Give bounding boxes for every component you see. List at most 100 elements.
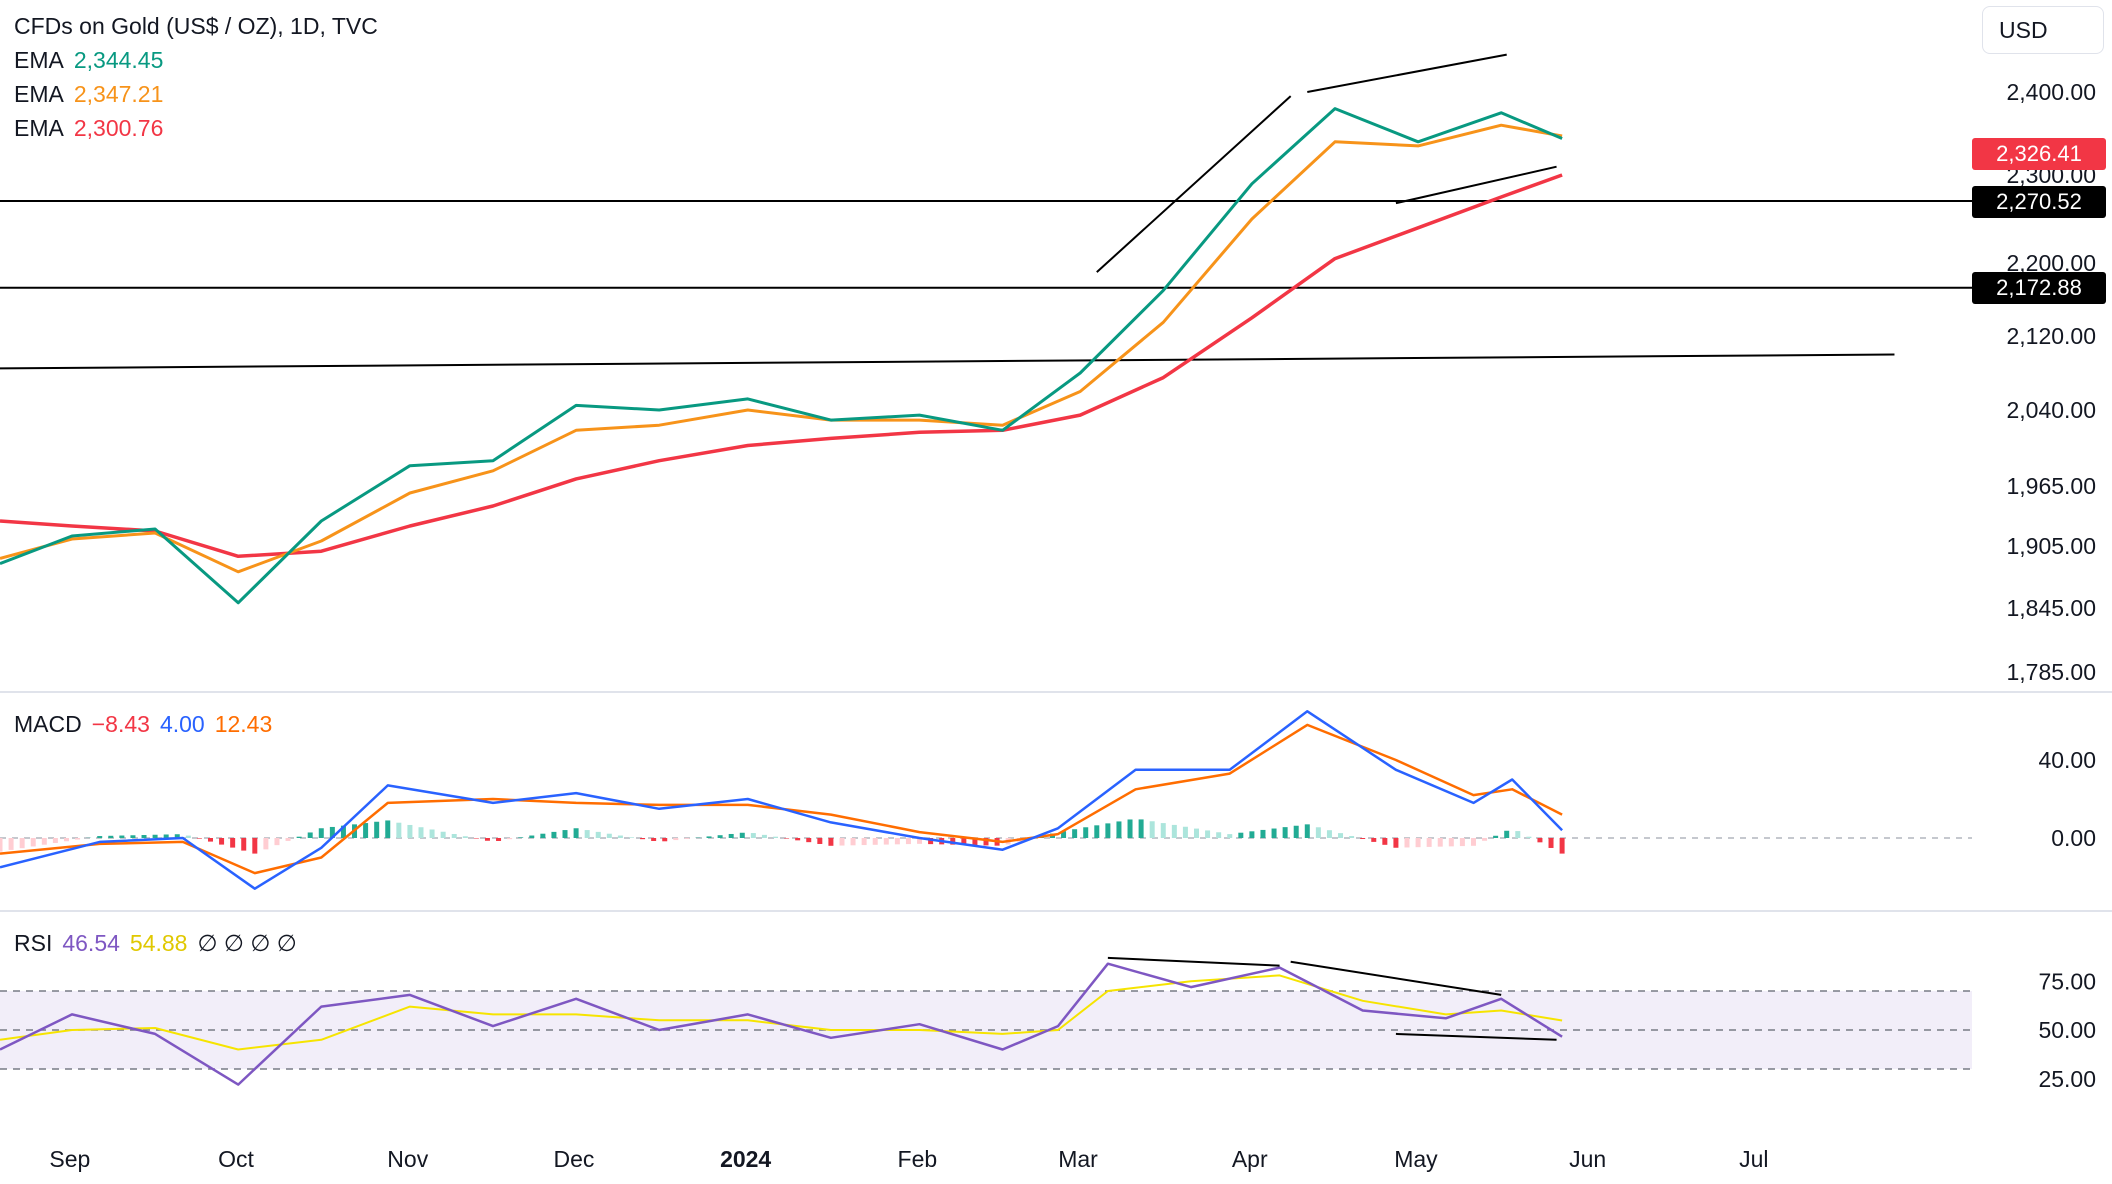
macd-histogram-bar: [451, 833, 457, 838]
rsi-trendline: [1395, 1032, 1557, 1041]
macd-histogram-bar: [1371, 838, 1377, 842]
macd-histogram-bar: [484, 838, 490, 841]
macd-histogram-bar: [185, 835, 191, 838]
macd-histogram-bar: [1459, 838, 1465, 847]
macd-histogram-bar: [1282, 827, 1288, 838]
macd-histogram-bar: [1526, 836, 1532, 838]
macd-histogram-bar: [1072, 829, 1078, 838]
macd-histogram-bar: [1227, 834, 1233, 838]
time-axis-label: Nov: [387, 1146, 428, 1172]
macd-histogram-bar: [894, 838, 900, 845]
rsi-axis-tick: 25.00: [2038, 1066, 2096, 1092]
macd-histogram-bar: [1149, 821, 1155, 838]
macd-histogram-bar: [274, 838, 280, 846]
macd-axis-tick: 0.00: [2051, 825, 2096, 851]
macd-histogram-bar: [961, 838, 967, 845]
macd-histogram-bar: [773, 836, 779, 838]
currency-button[interactable]: USD: [1982, 6, 2104, 54]
rsi-ma-line: [0, 974, 1563, 1051]
macd-histogram-bar: [440, 831, 446, 838]
macd-histogram-bar: [1470, 838, 1476, 846]
macd-histogram-bar: [429, 829, 435, 838]
macd-histogram-bar: [263, 838, 269, 850]
macd-histogram-bar: [340, 825, 346, 838]
macd-histogram-bar: [1171, 824, 1177, 838]
trendline: [1307, 53, 1507, 93]
macd-histogram-bar: [1293, 825, 1299, 838]
ema-fast-value: 2,344.45: [73, 47, 164, 73]
rsi-value: 46.54: [62, 930, 120, 956]
time-axis-label: Dec: [553, 1146, 594, 1172]
macd-histogram-bar: [883, 838, 889, 845]
macd-histogram-bar: [662, 838, 668, 842]
macd-line: [0, 710, 1563, 890]
time-axis-label: Oct: [218, 1146, 254, 1172]
time-axis-label: 2024: [720, 1146, 771, 1172]
trendline: [1096, 95, 1292, 273]
macd-histogram-bar: [739, 832, 745, 838]
macd-histogram-bar: [1482, 838, 1488, 841]
macd-histogram-bar: [750, 833, 756, 838]
macd-histogram-bar: [1393, 838, 1399, 848]
ema-mid-legend: EMA 2,347.21: [14, 77, 173, 111]
macd-histogram-bar: [63, 838, 69, 842]
macd-histogram-bar: [684, 838, 690, 839]
macd-histogram-bar: [728, 833, 734, 838]
macd-histogram-bar: [1404, 838, 1410, 848]
macd-signal-line: [0, 723, 1563, 875]
macd-histogram-bar: [1260, 829, 1266, 838]
ema-fast-line: [0, 107, 1563, 605]
time-axis-label: Apr: [1232, 1146, 1268, 1172]
macd-histogram-bar: [496, 838, 502, 841]
macd-histogram-bar: [551, 831, 557, 838]
macd-histogram-bar: [97, 836, 103, 838]
macd-histogram-bar: [817, 838, 823, 844]
macd-histogram-bar: [839, 838, 845, 846]
macd-histogram-bar: [108, 835, 114, 838]
price-axis-tick: 2,200.00: [2006, 250, 2096, 276]
macd-histogram-bar: [1315, 827, 1321, 838]
rsi-label: RSI: [14, 930, 53, 956]
macd-histogram-bar: [573, 828, 579, 838]
macd-histogram-bar: [1249, 831, 1255, 838]
macd-histogram-bar: [1160, 823, 1166, 838]
macd-histogram-bar: [1504, 830, 1510, 838]
macd-histogram-bar: [241, 838, 247, 851]
level-price-tag: 2,270.52: [1972, 186, 2106, 218]
macd-histogram-bar: [1548, 838, 1554, 848]
time-axis-label: Sep: [49, 1146, 90, 1172]
macd-histogram-bar: [1349, 836, 1355, 838]
price-axis-tick: 1,845.00: [2006, 595, 2096, 621]
level-price-tag: 2,172.88: [1972, 272, 2106, 304]
macd-histogram-bar: [529, 835, 535, 838]
price-axis-tick: 2,120.00: [2006, 323, 2096, 349]
macd-histogram-bar: [1194, 828, 1200, 838]
macd-histogram-bar: [196, 838, 202, 839]
macd-histogram-bar: [473, 838, 479, 839]
macd-axis-tick: 40.00: [2038, 747, 2096, 773]
macd-histogram-bar: [1238, 832, 1244, 838]
macd-histogram-bar: [307, 832, 313, 838]
macd-histogram-bar: [1559, 838, 1565, 854]
macd-hist-value: −8.43: [91, 711, 150, 737]
macd-histogram-bar: [861, 838, 867, 846]
macd-histogram-bar: [130, 835, 136, 838]
macd-histogram-bar: [784, 838, 790, 839]
ema-slow-legend: EMA 2,300.76: [14, 111, 173, 145]
macd-histogram-bar: [1448, 838, 1454, 847]
macd-histogram-bar: [1182, 826, 1188, 838]
macd-histogram-bar: [207, 838, 213, 842]
macd-histogram-bar: [1338, 833, 1344, 838]
macd-histogram-bar: [717, 835, 723, 838]
macd-legend: MACD −8.43 4.00 12.43: [14, 707, 282, 741]
macd-histogram-bar: [673, 838, 679, 841]
macd-histogram-bar: [385, 820, 391, 838]
macd-histogram-bar: [1216, 832, 1222, 838]
macd-histogram-bar: [595, 831, 601, 838]
macd-histogram-bar: [0, 838, 3, 852]
price-axis-tick: 2,040.00: [2006, 397, 2096, 423]
macd-signal-value: 12.43: [214, 711, 273, 737]
ema-slow-line: [0, 173, 1563, 559]
macd-histogram-bar: [141, 835, 147, 838]
macd-histogram-bar: [1116, 821, 1122, 838]
